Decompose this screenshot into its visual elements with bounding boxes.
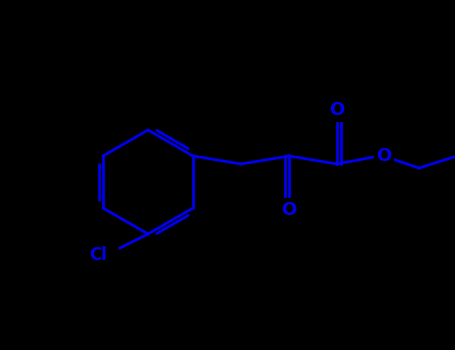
- Text: O: O: [329, 101, 344, 119]
- Text: O: O: [376, 147, 392, 165]
- Text: Cl: Cl: [89, 246, 107, 264]
- Text: O: O: [281, 201, 297, 219]
